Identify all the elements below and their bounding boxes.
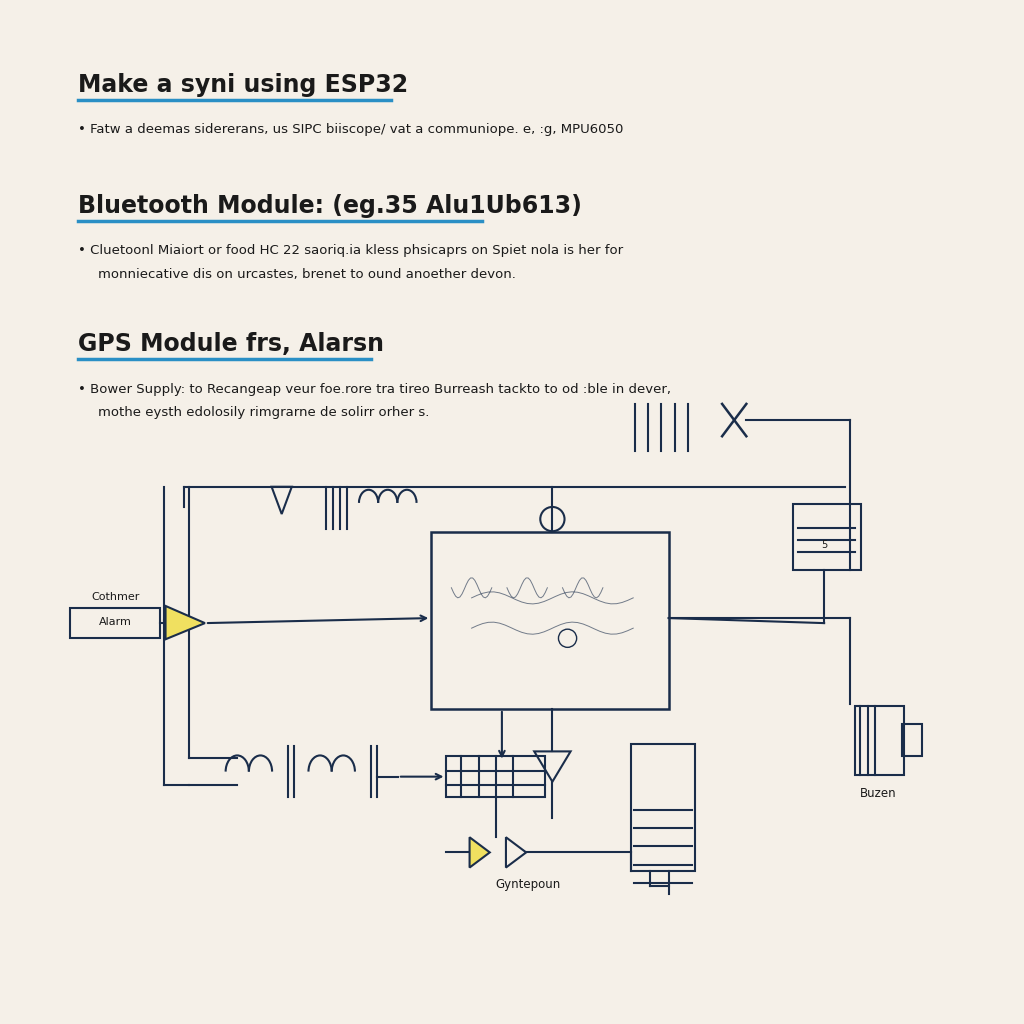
Text: Bluetooth Module: (eg.35 Alu1Ub613): Bluetooth Module: (eg.35 Alu1Ub613)	[78, 194, 582, 218]
Polygon shape	[166, 606, 205, 639]
Bar	[70, 608, 161, 638]
Bar	[446, 757, 546, 797]
Text: • Cluetoonl Miaiort or food HC 22 saoriq.ia kless phsicaprs on Spiet nola is her: • Cluetoonl Miaiort or food HC 22 saoriq…	[78, 245, 623, 257]
Text: GPS Module frs, Alarsn: GPS Module frs, Alarsn	[78, 332, 384, 356]
Text: Gyntepoun: Gyntepoun	[496, 878, 561, 891]
Text: mothe eysth edolosily rimgrarne de solirr orher s.: mothe eysth edolosily rimgrarne de solir…	[98, 406, 429, 419]
Text: 5: 5	[821, 541, 827, 550]
Text: monniecative dis on urcastes, brenet to ound anoether devon.: monniecative dis on urcastes, brenet to …	[98, 267, 516, 281]
Text: • Fatw a deemas sidererans, us SIPC biiscope/ vat a communiope. e, :g, MPU6050: • Fatw a deemas sidererans, us SIPC biis…	[78, 123, 623, 136]
Bar	[631, 744, 695, 870]
Bar	[431, 532, 669, 709]
Bar	[902, 724, 922, 757]
Text: Alarm: Alarm	[98, 617, 131, 627]
Text: Buzen: Buzen	[860, 786, 897, 800]
Text: Cothmer: Cothmer	[92, 592, 140, 602]
Text: • Bower Supply: to Recangeap veur foe.rore tra tireo Burreash tackto to od :ble : • Bower Supply: to Recangeap veur foe.ro…	[78, 383, 671, 395]
Bar	[793, 504, 861, 569]
Bar	[855, 706, 904, 774]
Text: Make a syni using ESP32: Make a syni using ESP32	[78, 73, 408, 96]
Polygon shape	[470, 838, 489, 867]
